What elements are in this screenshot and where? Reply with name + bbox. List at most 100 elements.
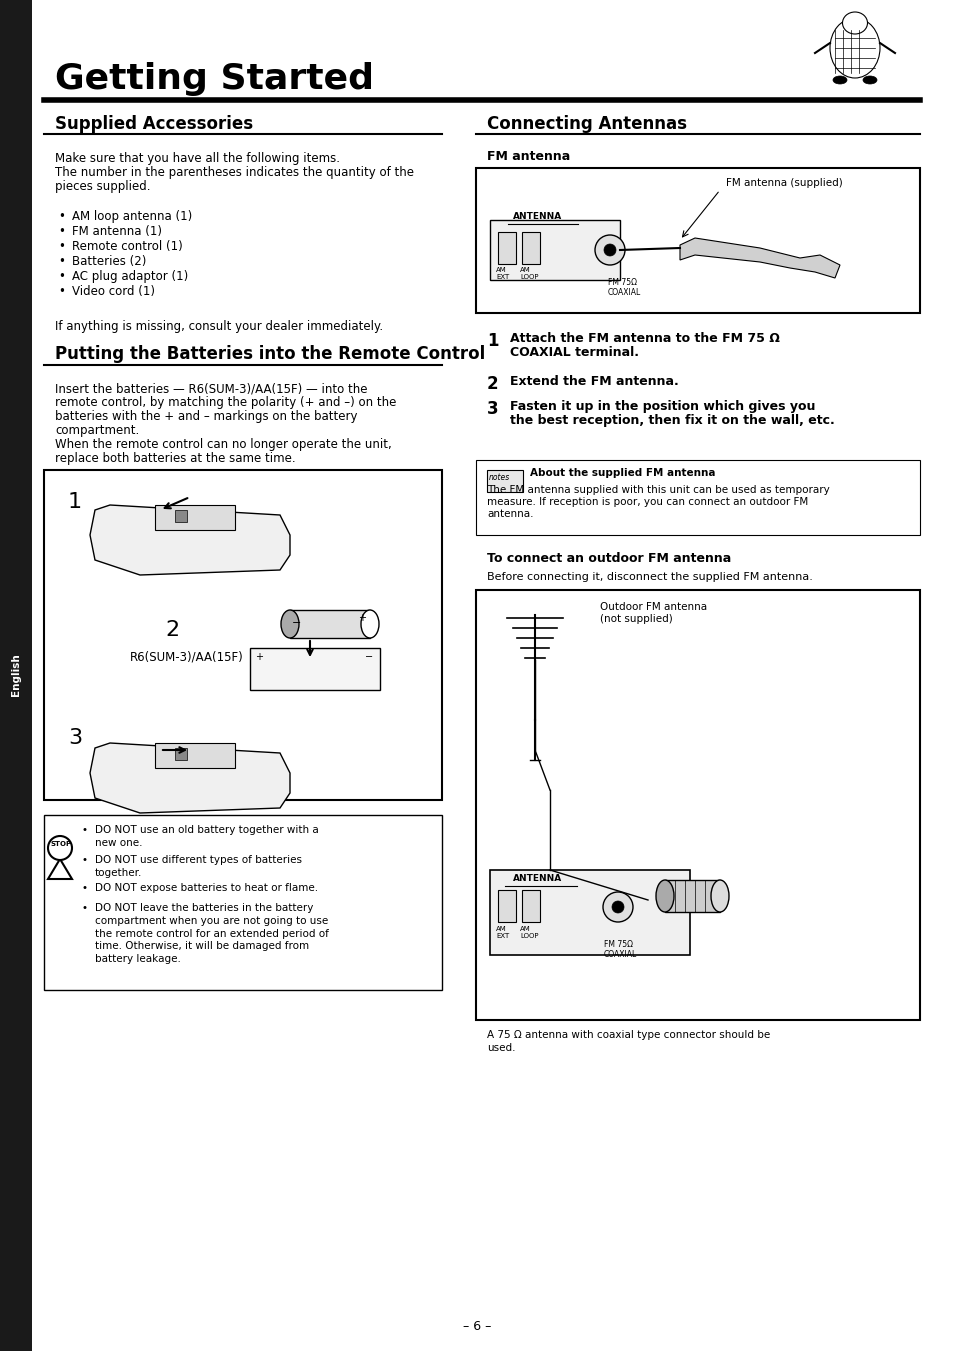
Text: Getting Started: Getting Started xyxy=(55,62,374,96)
Bar xyxy=(0,0,32,1351)
Bar xyxy=(490,870,689,955)
Text: – 6 –: – 6 – xyxy=(462,1320,491,1333)
Polygon shape xyxy=(90,743,290,813)
Bar xyxy=(664,880,720,912)
Text: Extend the FM antenna.: Extend the FM antenna. xyxy=(510,376,678,388)
Text: Insert the batteries — R6(SUM-3)/AA(15F) — into the: Insert the batteries — R6(SUM-3)/AA(15F)… xyxy=(55,382,367,394)
Text: Supplied Accessories: Supplied Accessories xyxy=(55,115,253,132)
Text: •: • xyxy=(58,226,65,238)
Text: If anything is missing, consult your dealer immediately.: If anything is missing, consult your dea… xyxy=(55,320,383,332)
Bar xyxy=(476,459,919,535)
Bar xyxy=(290,611,370,638)
Text: English: English xyxy=(11,654,21,696)
Text: compartment.: compartment. xyxy=(55,424,139,436)
Text: 2: 2 xyxy=(486,376,498,393)
Bar xyxy=(174,509,187,521)
Text: FM 75Ω
COAXIAL: FM 75Ω COAXIAL xyxy=(607,278,640,297)
Text: To connect an outdoor FM antenna: To connect an outdoor FM antenna xyxy=(486,553,731,565)
Text: replace both batteries at the same time.: replace both batteries at the same time. xyxy=(55,453,295,465)
Text: used.: used. xyxy=(486,1043,515,1052)
Text: FM antenna: FM antenna xyxy=(486,150,570,163)
Text: Putting the Batteries into the Remote Control: Putting the Batteries into the Remote Co… xyxy=(55,345,485,363)
Ellipse shape xyxy=(862,76,876,84)
Ellipse shape xyxy=(832,76,846,84)
Text: R6(SUM-3)/AA(15F): R6(SUM-3)/AA(15F) xyxy=(130,650,244,663)
Text: FM antenna (supplied): FM antenna (supplied) xyxy=(725,178,841,188)
Text: the best reception, then fix it on the wall, etc.: the best reception, then fix it on the w… xyxy=(510,413,834,427)
Text: A 75 Ω antenna with coaxial type connector should be: A 75 Ω antenna with coaxial type connect… xyxy=(486,1029,769,1040)
Text: •: • xyxy=(58,240,65,253)
Bar xyxy=(154,743,234,767)
Ellipse shape xyxy=(710,880,728,912)
Text: antenna.: antenna. xyxy=(486,509,533,519)
Text: •: • xyxy=(82,884,88,893)
Text: remote control, by matching the polarity (+ and –) on the: remote control, by matching the polarity… xyxy=(55,396,395,409)
Text: •: • xyxy=(58,209,65,223)
Ellipse shape xyxy=(656,880,673,912)
Text: AC plug adaptor (1): AC plug adaptor (1) xyxy=(71,270,188,282)
Text: DO NOT expose batteries to heat or flame.: DO NOT expose batteries to heat or flame… xyxy=(95,884,317,893)
Text: pieces supplied.: pieces supplied. xyxy=(55,180,151,193)
Text: FM 75Ω
COAXIAL: FM 75Ω COAXIAL xyxy=(603,940,637,959)
Text: •: • xyxy=(82,825,88,835)
Text: About the supplied FM antenna: About the supplied FM antenna xyxy=(530,467,715,478)
Bar xyxy=(154,505,234,530)
Text: 1: 1 xyxy=(486,332,498,350)
Circle shape xyxy=(48,836,71,861)
Text: STOP: STOP xyxy=(51,842,72,847)
Text: Connecting Antennas: Connecting Antennas xyxy=(486,115,686,132)
Text: Remote control (1): Remote control (1) xyxy=(71,240,183,253)
Text: COAXIAL terminal.: COAXIAL terminal. xyxy=(510,346,639,359)
Text: •: • xyxy=(58,285,65,299)
Text: •: • xyxy=(82,902,88,913)
Bar xyxy=(174,748,187,761)
Bar xyxy=(250,648,379,690)
Bar xyxy=(490,220,619,280)
Text: Make sure that you have all the following items.: Make sure that you have all the followin… xyxy=(55,153,339,165)
Text: AM
EXT: AM EXT xyxy=(496,267,509,280)
Text: Attach the FM antenna to the FM 75 Ω: Attach the FM antenna to the FM 75 Ω xyxy=(510,332,779,345)
Bar xyxy=(476,590,919,1020)
Text: DO NOT use an old battery together with a
new one.: DO NOT use an old battery together with … xyxy=(95,825,318,848)
Text: notes: notes xyxy=(489,473,510,482)
Text: DO NOT leave the batteries in the battery
compartment when you are not going to : DO NOT leave the batteries in the batter… xyxy=(95,902,329,965)
Text: 2: 2 xyxy=(165,620,179,640)
Text: •: • xyxy=(58,270,65,282)
Text: +: + xyxy=(357,613,366,623)
Ellipse shape xyxy=(603,245,616,255)
Polygon shape xyxy=(48,859,71,880)
Text: batteries with the + and – markings on the battery: batteries with the + and – markings on t… xyxy=(55,409,357,423)
Polygon shape xyxy=(90,505,290,576)
Text: Batteries (2): Batteries (2) xyxy=(71,255,146,267)
Bar xyxy=(44,470,441,800)
Text: Outdoor FM antenna: Outdoor FM antenna xyxy=(599,603,706,612)
Bar xyxy=(486,470,522,492)
Text: 1: 1 xyxy=(68,492,82,512)
Text: The number in the parentheses indicates the quantity of the: The number in the parentheses indicates … xyxy=(55,166,414,178)
Text: DO NOT use different types of batteries
together.: DO NOT use different types of batteries … xyxy=(95,855,302,878)
Text: ANTENNA: ANTENNA xyxy=(513,874,561,884)
Text: ANTENNA: ANTENNA xyxy=(513,212,561,222)
Ellipse shape xyxy=(281,611,298,638)
Text: Video cord (1): Video cord (1) xyxy=(71,285,154,299)
Text: •: • xyxy=(82,855,88,865)
Bar xyxy=(44,815,441,990)
Ellipse shape xyxy=(829,18,879,78)
Text: (not supplied): (not supplied) xyxy=(599,613,672,624)
Bar xyxy=(521,890,539,921)
Text: −: − xyxy=(365,653,373,662)
Polygon shape xyxy=(679,238,840,278)
Text: AM loop antenna (1): AM loop antenna (1) xyxy=(71,209,193,223)
Ellipse shape xyxy=(602,892,633,921)
Text: −: − xyxy=(292,617,301,628)
Text: +: + xyxy=(254,653,263,662)
Bar xyxy=(497,890,516,921)
Text: FM antenna (1): FM antenna (1) xyxy=(71,226,162,238)
Text: When the remote control can no longer operate the unit,: When the remote control can no longer op… xyxy=(55,438,392,451)
Text: AM
LOOP: AM LOOP xyxy=(519,267,537,280)
Ellipse shape xyxy=(595,235,624,265)
Bar xyxy=(476,168,919,313)
Text: 3: 3 xyxy=(486,400,498,417)
Bar xyxy=(497,232,516,263)
Ellipse shape xyxy=(841,12,866,34)
